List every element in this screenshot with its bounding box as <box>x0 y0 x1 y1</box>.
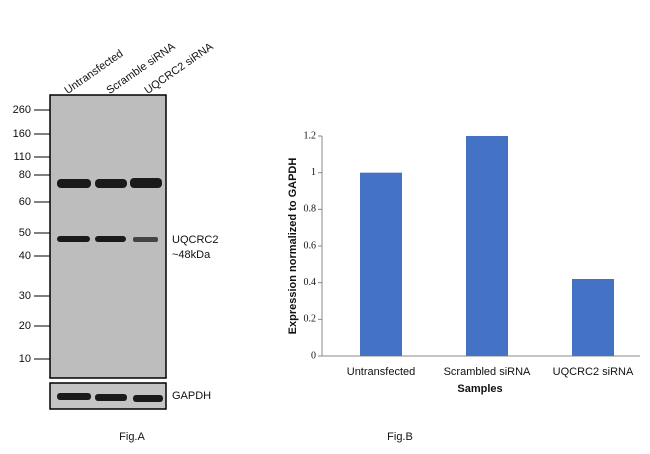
band <box>95 394 127 401</box>
x-tick-label: Scrambled siRNA <box>444 366 531 378</box>
x-tick-label: UQCRC2 siRNA <box>553 366 634 378</box>
band <box>57 393 91 400</box>
y-tick-label: 0.4 <box>304 277 317 288</box>
bar <box>360 172 402 356</box>
y-tick-label: 0.8 <box>304 204 317 215</box>
band <box>57 179 91 188</box>
band <box>133 237 158 242</box>
y-tick-label: 0 <box>311 350 316 361</box>
target-label: UQCRC2 <box>172 234 218 246</box>
marker-label: 160 <box>13 128 31 140</box>
band <box>57 236 90 242</box>
caption: Fig.B <box>387 431 413 443</box>
bands <box>57 178 163 402</box>
lane-label: UQCRC2 siRNA <box>143 40 217 96</box>
marker-label: 50 <box>19 227 31 239</box>
x-axis-label: Samples <box>457 383 502 395</box>
y-tick-label: 0.2 <box>304 314 317 325</box>
marker-label: 60 <box>19 196 31 208</box>
x-tick-label: Untransfected <box>347 366 415 378</box>
band <box>95 236 126 242</box>
caption: Fig.A <box>119 431 145 443</box>
marker-label: 260 <box>13 104 31 116</box>
band <box>133 395 163 402</box>
y-tick-label: 1.2 <box>304 130 317 141</box>
bar <box>572 279 614 356</box>
marker-label: 10 <box>19 353 31 365</box>
loading-label: GAPDH <box>172 390 211 402</box>
band <box>95 179 127 188</box>
bar <box>466 136 508 356</box>
marker-label: 80 <box>19 169 31 181</box>
marker-label: 110 <box>13 151 31 163</box>
marker-label: 30 <box>19 290 31 302</box>
y-axis-label: Expression normalized to GAPDH <box>287 158 299 335</box>
y-tick-label: 1 <box>311 167 316 178</box>
y-tick-label: 0.6 <box>304 240 317 251</box>
marker-label: 20 <box>19 320 31 332</box>
size-label: ~48kDa <box>172 249 211 261</box>
marker-label: 40 <box>19 250 31 262</box>
band <box>130 178 162 188</box>
